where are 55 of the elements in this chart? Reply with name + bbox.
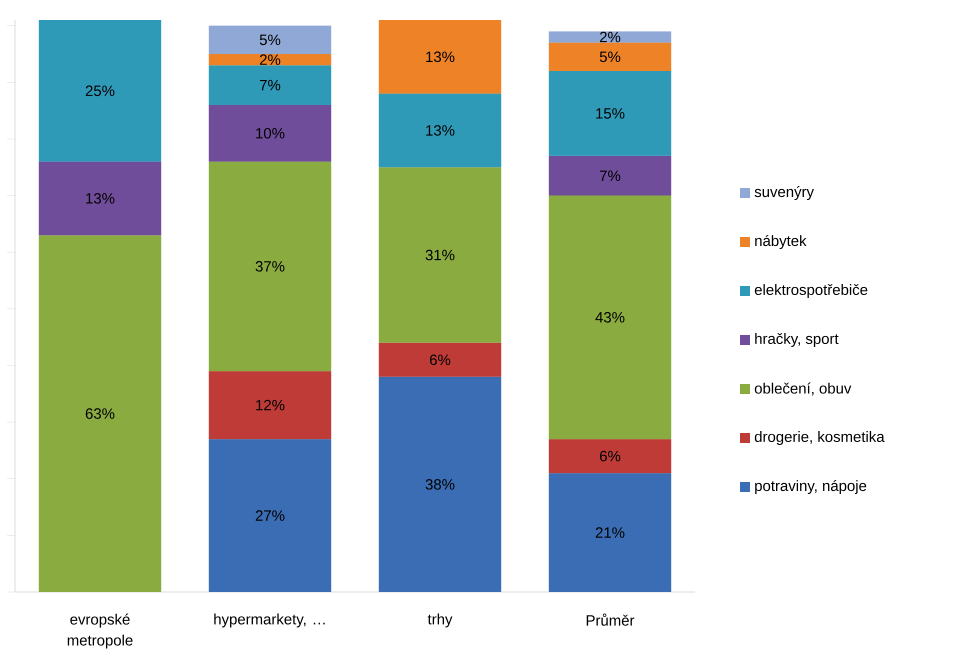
data-label: 13% [426,52,454,62]
data-label: 12% [256,400,284,410]
bar [548,156,672,196]
data-label: 15% [596,108,624,119]
bar [378,342,502,377]
bar [548,31,672,43]
data-label: 21% [596,527,624,538]
bar [378,376,502,592]
data-label: 27% [256,510,284,521]
data-label: 2% [600,32,620,42]
legend-label: oblečení, obuv [754,382,852,396]
bar [378,94,502,168]
bar [38,20,162,162]
x-tick-label: trhy [428,614,452,628]
bar [208,54,332,66]
data-label: 10% [256,128,284,139]
data-label: 5% [260,34,280,46]
bar [548,439,672,474]
data-label: 6% [430,354,450,366]
data-label: 6% [600,450,620,462]
bar [548,42,672,71]
bar [548,473,672,592]
data-label: 7% [600,170,620,181]
x-tick-label: evropské metropole [68,614,133,649]
data-label: 38% [426,479,454,490]
bar [208,65,332,105]
legend-label: potraviny, nápoje [755,480,866,494]
bar [208,162,332,372]
legend-label: hračky, sport [755,333,839,347]
bar [378,167,502,343]
data-label: 63% [86,408,114,419]
data-label: 7% [260,80,280,90]
x-tick-label: hypermarkety, … [214,614,325,628]
bar [38,162,162,236]
bar [378,20,502,94]
x-tick-label: Průměr [586,614,634,626]
data-label: 37% [256,261,284,272]
legend-label: elektrospotřebiče [754,284,868,298]
bar [548,70,672,156]
data-label: 43% [595,312,624,323]
legend-label: suvenýry [754,186,814,200]
data-label: 25% [86,85,114,96]
data-label: 31% [426,250,454,260]
legend-label: drogerie, kosmetika [754,431,885,445]
bar [208,104,332,162]
bar [208,371,332,440]
legend-label: nábytek [755,234,807,250]
bar [548,196,672,440]
data-label: 2% [260,54,280,65]
bar [208,26,332,54]
bar [38,235,162,592]
bar [208,439,332,592]
data-label: 13% [86,193,114,204]
data-label: 5% [600,52,620,62]
data-label: 13% [426,125,454,136]
